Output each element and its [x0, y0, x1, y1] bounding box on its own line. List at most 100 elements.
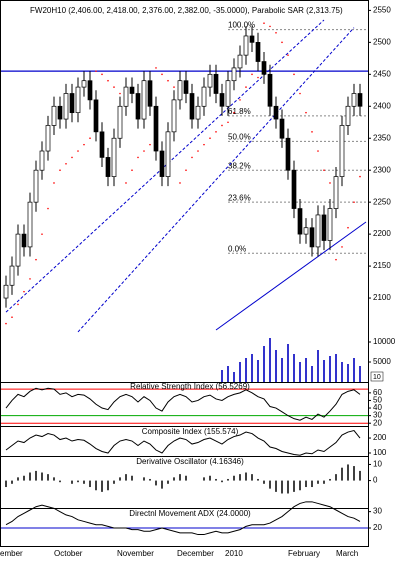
trend-line [77, 27, 355, 333]
sar-dot [221, 124, 223, 127]
candle-body [189, 93, 195, 120]
volume-bar [263, 346, 265, 382]
sar-dot [155, 67, 157, 69]
candle-body [27, 201, 33, 248]
candle-body [123, 86, 129, 107]
sar-dot [125, 182, 127, 184]
sar-dot [101, 73, 103, 76]
volume-bar [353, 358, 355, 382]
x-tick-label: 2010 [225, 549, 243, 558]
sar-dot [53, 182, 55, 184]
sar-dot [185, 169, 187, 171]
fib-label: 100.0% [228, 21, 255, 30]
sar-dot [137, 156, 139, 159]
sar-dot [215, 131, 217, 133]
sar-dot [335, 258, 337, 261]
volume-bar [317, 350, 319, 382]
sar-dot [161, 73, 163, 76]
volume-bar [257, 360, 259, 382]
candle-body [267, 73, 273, 107]
sar-dot [299, 92, 301, 95]
candle-body [153, 105, 159, 152]
candle-body [111, 137, 117, 177]
volume-bar [311, 366, 313, 382]
candle-body [141, 80, 147, 120]
y-tick-label: 30 [373, 507, 382, 516]
sar-dot [311, 131, 313, 133]
fib-label: 0.0% [228, 244, 246, 253]
y-tick-label: 2200 [373, 229, 391, 238]
indicator-line [5, 387, 361, 421]
y-tick-label: 10000 [373, 337, 396, 346]
volume-bar [359, 366, 361, 382]
candle-body [195, 105, 201, 120]
candle-body [117, 105, 123, 139]
volume-bar [323, 360, 325, 382]
candle-body [15, 233, 21, 267]
volume-bar [239, 362, 241, 382]
sar-dot [167, 79, 169, 82]
sar-dot [65, 163, 67, 165]
sar-dot [83, 143, 85, 146]
sar-dot [245, 86, 247, 88]
candle-body [75, 86, 81, 114]
sar-dot [323, 169, 325, 171]
fib-label: 38.2% [228, 161, 251, 170]
sar-dot [143, 150, 145, 152]
chart-title: FW20H10 (2,406.00, 2,418.00, 2,376.00, 2… [30, 6, 343, 15]
y-tick-label: 10 [373, 460, 382, 469]
sar-dot [281, 41, 283, 44]
candle-body [45, 125, 51, 152]
candle-body [33, 169, 39, 203]
volume-bar [293, 354, 295, 382]
candle-body [255, 42, 261, 62]
sar-dot [113, 86, 115, 88]
candle-body [249, 35, 255, 43]
candle-body [273, 105, 279, 120]
trend-line [215, 221, 367, 331]
candle-body [213, 73, 219, 94]
y-tick-label: 2100 [373, 293, 391, 302]
candle-body [51, 105, 57, 126]
volume-bar [275, 350, 277, 382]
candle-body [279, 118, 285, 139]
sar-dot [293, 73, 295, 76]
sar-dot [359, 175, 361, 178]
panel-title: Composite Index (155.574) [142, 427, 239, 436]
candle-body [21, 233, 27, 248]
x-tick-label: December [177, 549, 214, 558]
sar-dot [47, 207, 49, 210]
candle-body [165, 131, 171, 177]
candle-body [207, 73, 213, 88]
volume-bar [245, 358, 247, 382]
sar-dot [149, 143, 151, 146]
candle-body [69, 93, 75, 114]
sar-dot [203, 143, 205, 146]
sar-dot [191, 156, 193, 159]
volume-bar [341, 362, 343, 382]
volume-bar [335, 354, 337, 382]
candle-body [147, 80, 153, 107]
candle-body [105, 157, 111, 177]
candle-body [261, 61, 267, 75]
sar-dot [239, 99, 241, 101]
y-tick-label: 2400 [373, 101, 391, 110]
sar-dot [317, 150, 319, 152]
y-tick-label: 2250 [373, 197, 391, 206]
candle-body [321, 214, 327, 241]
sar-dot [77, 150, 79, 152]
x-tick-label: March [336, 549, 358, 558]
candle-body [39, 150, 45, 171]
sar-dot [263, 22, 265, 24]
candle-body [81, 80, 87, 88]
y-tick-label: 100 [373, 448, 387, 457]
volume-bar [233, 372, 235, 382]
volume-bar [221, 370, 223, 382]
volume-bar [287, 344, 289, 382]
volume-bar [329, 356, 331, 382]
sar-dot [29, 278, 31, 280]
volume-bar [305, 358, 307, 382]
sar-dot [275, 31, 277, 34]
candle-body [9, 265, 15, 286]
